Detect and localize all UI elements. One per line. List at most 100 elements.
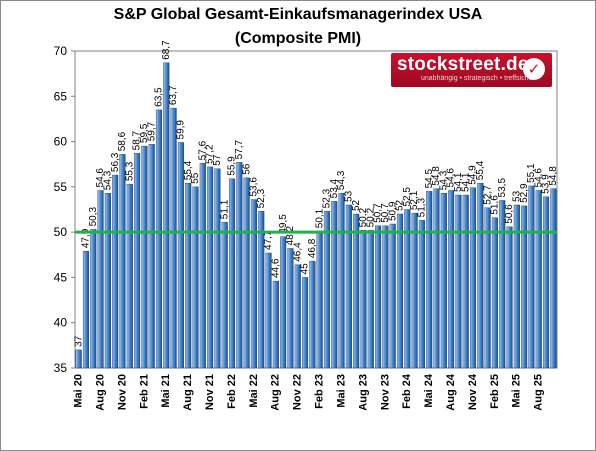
data-label: 54,3	[336, 170, 347, 190]
data-label: 54,1	[453, 172, 464, 192]
data-label: 55,1	[526, 163, 537, 183]
data-label: 68,7	[161, 40, 172, 60]
bar	[163, 62, 170, 369]
data-label: 55,4	[183, 160, 194, 180]
bars	[75, 62, 557, 369]
data-label: 50,7	[373, 203, 384, 223]
y-tick-label: 65	[54, 89, 68, 103]
data-label: 58,7	[132, 130, 143, 150]
y-tick-label: 35	[54, 361, 68, 375]
x-tick-label: Mai 25	[511, 374, 523, 408]
bar	[345, 204, 352, 369]
data-label: 46,8	[307, 238, 318, 258]
data-label: 50,6	[504, 204, 515, 224]
y-tick-label: 55	[54, 180, 68, 194]
bar	[367, 230, 374, 369]
bar	[469, 187, 477, 369]
data-label: 52,1	[409, 190, 420, 210]
x-tick-label: Aug 22	[270, 374, 282, 411]
bar	[477, 183, 484, 369]
data-label: 51,3	[417, 197, 428, 217]
x-tick-label: Aug 25	[533, 374, 545, 411]
data-label: 57,2	[205, 144, 216, 164]
data-label: 48,2	[285, 226, 296, 246]
data-label: 56,3	[110, 152, 121, 172]
data-label: 55,9	[227, 156, 238, 176]
x-tick-label: Aug 21	[182, 374, 194, 411]
data-label: 50,7	[380, 203, 391, 223]
bar	[287, 248, 294, 369]
data-label: 49,5	[278, 214, 289, 234]
bar	[112, 174, 119, 369]
data-label: 55,3	[124, 161, 135, 181]
y-tick-label: 45	[54, 270, 68, 284]
bar	[521, 205, 528, 369]
bar	[455, 194, 462, 369]
data-label: 55,4	[475, 160, 486, 180]
data-label: 51,6	[490, 195, 501, 215]
data-label: 63,7	[168, 85, 179, 105]
bar	[294, 264, 301, 369]
bar	[97, 190, 104, 369]
data-label: 58,6	[117, 131, 128, 151]
bar	[228, 178, 236, 369]
y-tick-label: 70	[54, 44, 68, 58]
bar	[90, 229, 97, 369]
bar	[491, 217, 498, 369]
bar	[236, 162, 243, 369]
bar	[155, 109, 163, 369]
bar	[550, 188, 557, 369]
stockstreet-logo: stockstreet.de unabhängig • strategisch …	[391, 53, 552, 87]
data-label: 56	[241, 163, 252, 175]
chart-subtitle: (Composite PMI)	[234, 30, 362, 47]
data-label: 53	[511, 190, 522, 202]
logo-tagline: unabhängig • strategisch • treffsicher	[421, 75, 535, 82]
data-label: 59,5	[139, 123, 150, 143]
bar	[426, 191, 433, 369]
bar	[250, 199, 257, 369]
data-label: 54,3	[438, 170, 449, 190]
data-label: 54,3	[103, 170, 114, 190]
data-label: 47,9	[81, 228, 92, 248]
data-label: 52,7	[482, 185, 493, 205]
bar	[353, 213, 360, 369]
x-tick-label: Feb 23	[314, 374, 326, 409]
bar	[506, 226, 513, 369]
bar	[280, 236, 287, 369]
bar	[301, 277, 309, 369]
x-tick-label: Feb 21	[138, 374, 150, 409]
data-label: 53,9	[541, 174, 552, 194]
data-label: 50,9	[387, 201, 398, 221]
bar	[126, 183, 133, 369]
x-tick-label: Mai 21	[160, 374, 172, 408]
x-tick-label: Mai 24	[423, 373, 435, 408]
y-tick-label: 50	[54, 225, 68, 239]
bar	[338, 192, 345, 369]
data-label: 63,5	[154, 87, 165, 107]
bar	[360, 230, 367, 369]
data-label: 53,6	[249, 177, 260, 197]
data-label: 52,5	[402, 187, 413, 207]
x-tick-label: Aug 20	[94, 374, 106, 411]
data-label: 54,8	[431, 166, 442, 186]
bar	[542, 196, 550, 369]
bar	[221, 221, 228, 369]
bar	[141, 145, 148, 369]
bar	[448, 190, 455, 369]
x-tick-label: Aug 24	[445, 373, 457, 411]
bar	[258, 211, 265, 369]
bar	[375, 225, 382, 369]
bar	[82, 250, 90, 369]
data-label: 45	[300, 263, 311, 275]
bar	[199, 163, 206, 369]
bar	[119, 154, 126, 369]
x-tick-label: Mai 22	[248, 374, 260, 408]
bar	[462, 194, 469, 369]
bar	[484, 207, 491, 369]
data-label: 57	[212, 154, 223, 166]
bar	[75, 349, 82, 369]
bar	[243, 177, 250, 369]
data-label: 46,4	[292, 242, 303, 262]
bar	[207, 166, 214, 369]
